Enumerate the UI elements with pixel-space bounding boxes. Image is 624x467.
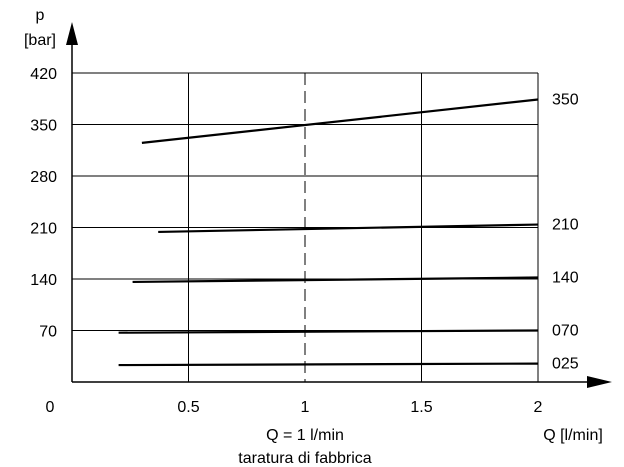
series-group: 350 210 140 070 025 <box>118 91 579 373</box>
y-axis-label: p <box>36 7 45 24</box>
factory-setting-annotation: Q = 1 l/min <box>266 427 344 444</box>
y-tick-label: 70 <box>39 324 57 341</box>
series-line-025 <box>118 362 539 367</box>
series-label: 070 <box>552 323 579 340</box>
series-line-350 <box>141 98 539 144</box>
origin-label: 0 <box>46 399 55 416</box>
y-tick-label: 350 <box>30 118 57 135</box>
y-axis-unit-label: [bar] <box>24 32 56 49</box>
y-tick-label: 210 <box>30 221 57 238</box>
y-axis-arrow <box>66 22 78 45</box>
x-axis-label: Q [l/min] <box>543 427 603 444</box>
y-tick-label: 140 <box>30 272 57 289</box>
x-tick-label: 1 <box>301 399 310 416</box>
series-label: 140 <box>552 270 579 287</box>
axis-labels: p [bar] Q [l/min] Q = 1 l/min taratura d… <box>24 7 603 467</box>
series-label: 350 <box>552 91 579 108</box>
series-line-210 <box>158 223 539 234</box>
series-label: 210 <box>552 217 579 234</box>
x-tick-label: 0.5 <box>177 399 199 416</box>
series-label: 025 <box>552 356 579 373</box>
series-line-140 <box>132 276 539 284</box>
x-tick-label: 2 <box>534 399 543 416</box>
tick-labels: 70 140 210 280 350 420 0.5 1 1.5 2 <box>30 66 542 416</box>
x-tick-label: 1.5 <box>410 399 432 416</box>
series-line-070 <box>118 329 539 334</box>
y-tick-label: 420 <box>30 66 57 83</box>
axes <box>66 22 612 388</box>
y-tick-label: 280 <box>30 169 57 186</box>
x-axis-arrow <box>587 376 612 388</box>
factory-setting-annotation-subtitle: taratura di fabbrica <box>238 450 372 467</box>
